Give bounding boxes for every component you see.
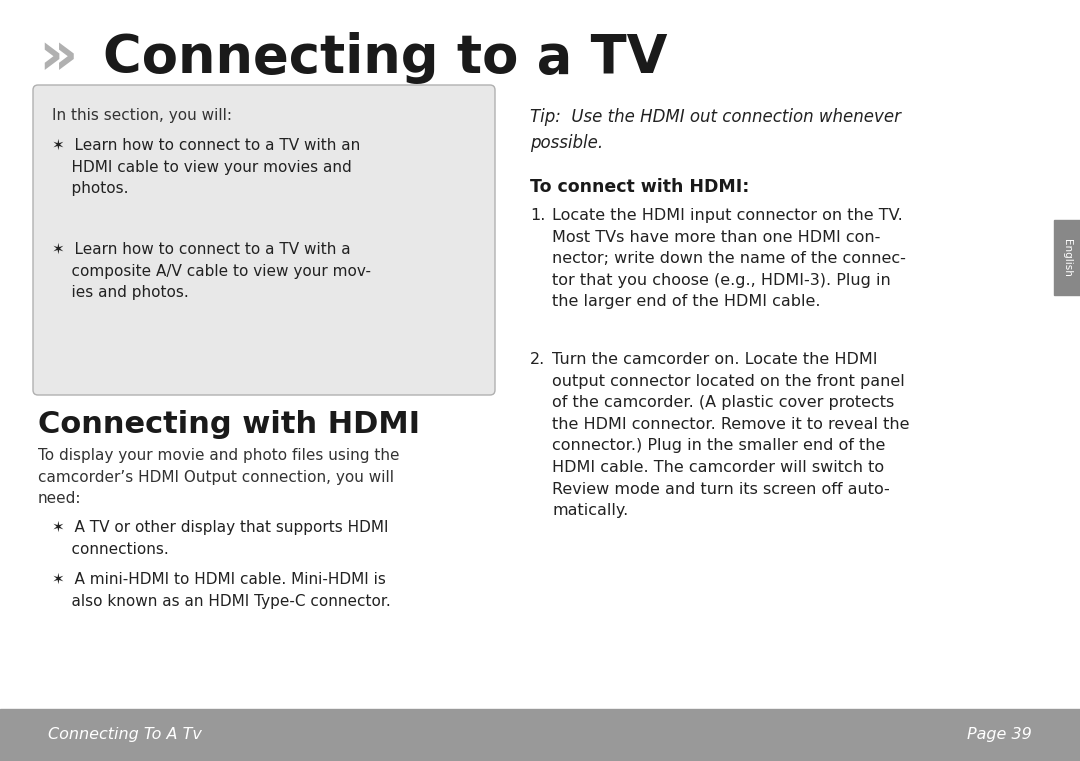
Bar	[1054, 220, 1080, 295]
Text: Connecting to a TV: Connecting to a TV	[103, 32, 667, 84]
Text: ✶  A TV or other display that supports HDMI
    connections.: ✶ A TV or other display that supports HD…	[52, 520, 389, 556]
Text: ✶  Learn how to connect to a TV with a
    composite A/V cable to view your mov-: ✶ Learn how to connect to a TV with a co…	[52, 242, 372, 300]
Text: »: »	[38, 28, 78, 88]
Text: 2.: 2.	[530, 352, 545, 367]
Text: In this section, you will:: In this section, you will:	[52, 108, 232, 123]
Text: Turn the camcorder on. Locate the HDMI
output connector located on the front pan: Turn the camcorder on. Locate the HDMI o…	[552, 352, 909, 518]
Text: ✶  A mini-HDMI to HDMI cable. Mini-HDMI is
    also known as an HDMI Type-C conn: ✶ A mini-HDMI to HDMI cable. Mini-HDMI i…	[52, 572, 391, 609]
Text: ✶  Learn how to connect to a TV with an
    HDMI cable to view your movies and
 : ✶ Learn how to connect to a TV with an H…	[52, 138, 361, 196]
Text: Connecting with HDMI: Connecting with HDMI	[38, 410, 420, 439]
FancyBboxPatch shape	[33, 85, 495, 395]
Bar	[0, 709, 1080, 761]
Text: To connect with HDMI:: To connect with HDMI:	[530, 178, 750, 196]
Text: Connecting To A Tv: Connecting To A Tv	[48, 728, 202, 743]
Text: Page 39: Page 39	[968, 728, 1032, 743]
Text: English: English	[1062, 238, 1072, 276]
Text: 1.: 1.	[530, 208, 545, 223]
Text: Locate the HDMI input connector on the TV.
Most TVs have more than one HDMI con-: Locate the HDMI input connector on the T…	[552, 208, 906, 310]
Text: To display your movie and photo files using the
camcorder’s HDMI Output connecti: To display your movie and photo files us…	[38, 448, 400, 506]
Text: Tip:  Use the HDMI out connection whenever
possible.: Tip: Use the HDMI out connection wheneve…	[530, 108, 901, 151]
